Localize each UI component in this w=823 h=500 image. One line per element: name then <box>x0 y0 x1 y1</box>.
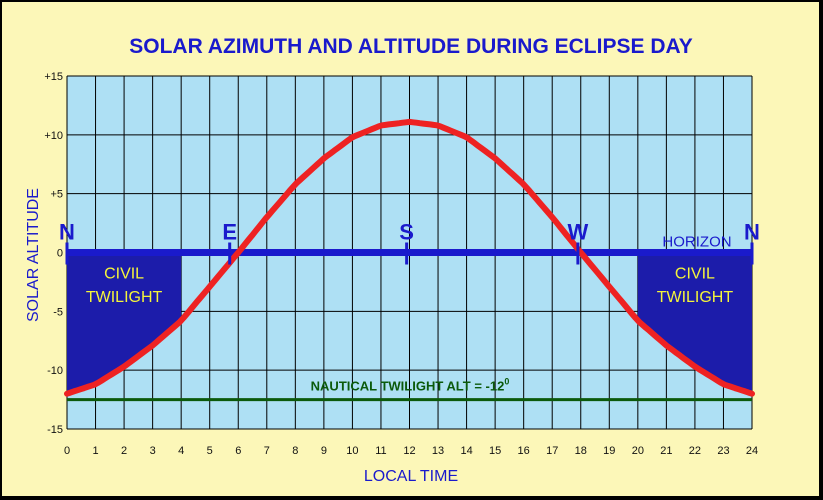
x-tick-label: 15 <box>489 445 501 457</box>
degree-superscript: 0 <box>504 377 509 387</box>
compass-label: S <box>399 220 414 245</box>
y-tick-label: +10 <box>44 130 63 142</box>
solar-altitude-curve <box>64 118 755 397</box>
compass-label: N <box>744 220 760 245</box>
x-tick-label: 18 <box>575 445 587 457</box>
axis-ticks: 0 1 2 3 4 5 6 7 8 9 10 11 12 13 14 15 16 17 18 19 20 21 22 23 24… <box>44 71 758 457</box>
x-tick-label: 21 <box>660 445 672 457</box>
x-tick-label: 22 <box>689 445 701 457</box>
x-tick-label: 17 <box>546 445 558 457</box>
x-tick-label: 12 <box>403 445 415 457</box>
y-tick-label: 0 <box>57 248 63 260</box>
altitude-curve-group <box>64 118 755 397</box>
y-tick-label: +15 <box>44 71 63 83</box>
x-tick-label: 24 <box>746 445 758 457</box>
x-tick-label: 10 <box>346 445 358 457</box>
x-axis-label: LOCAL TIME <box>364 468 458 485</box>
x-tick-label: 8 <box>292 445 298 457</box>
x-tick-label: 2 <box>121 445 127 457</box>
x-tick-label: 4 <box>178 445 184 457</box>
nautical-twilight-label: NAUTICAL TWILIGHT ALT = -120 <box>311 377 510 394</box>
x-tick-label: 3 <box>150 445 156 457</box>
nautical-group: NAUTICAL TWILIGHT ALT = -120 <box>67 377 752 402</box>
twilight-regions: CIVIL TWILIGHT CIVIL TWILIGHT <box>67 252 752 394</box>
compass-label: W <box>568 220 589 245</box>
twilight-label-line2: TWILIGHT <box>86 289 163 306</box>
y-axis-label: SOLAR ALTITUDE <box>25 188 42 322</box>
compass-label: E <box>222 220 237 245</box>
x-tick-label: 9 <box>321 445 327 457</box>
twilight-label-line1: CIVIL <box>675 265 715 282</box>
twilight-label-line1: CIVIL <box>104 265 144 282</box>
y-tick-label: -15 <box>47 424 63 436</box>
compass-label: N <box>59 220 75 245</box>
x-tick-label: 13 <box>432 445 444 457</box>
x-tick-label: 7 <box>264 445 270 457</box>
x-tick-label: 16 <box>518 445 530 457</box>
y-tick-label: -5 <box>53 306 63 318</box>
x-tick-label: 19 <box>603 445 615 457</box>
twilight-label-line2: TWILIGHT <box>657 289 734 306</box>
x-tick-label: 11 <box>375 445 386 457</box>
x-tick-label: 6 <box>235 445 241 457</box>
x-tick-label: 23 <box>717 445 729 457</box>
horizon-label: HORIZON <box>662 234 731 251</box>
y-tick-label: -10 <box>47 365 63 377</box>
x-tick-label: 20 <box>632 445 644 457</box>
x-tick-label: 5 <box>207 445 213 457</box>
x-tick-label: 0 <box>64 445 70 457</box>
twilight-region <box>67 252 182 394</box>
chart-title: SOLAR AZIMUTH AND ALTITUDE DURING ECLIPS… <box>129 35 693 58</box>
x-tick-label: 14 <box>460 445 472 457</box>
horizon-group: HORIZON <box>67 234 752 256</box>
x-tick-label: 1 <box>92 445 98 457</box>
y-tick-label: +5 <box>50 189 63 201</box>
twilight-region <box>637 252 752 394</box>
